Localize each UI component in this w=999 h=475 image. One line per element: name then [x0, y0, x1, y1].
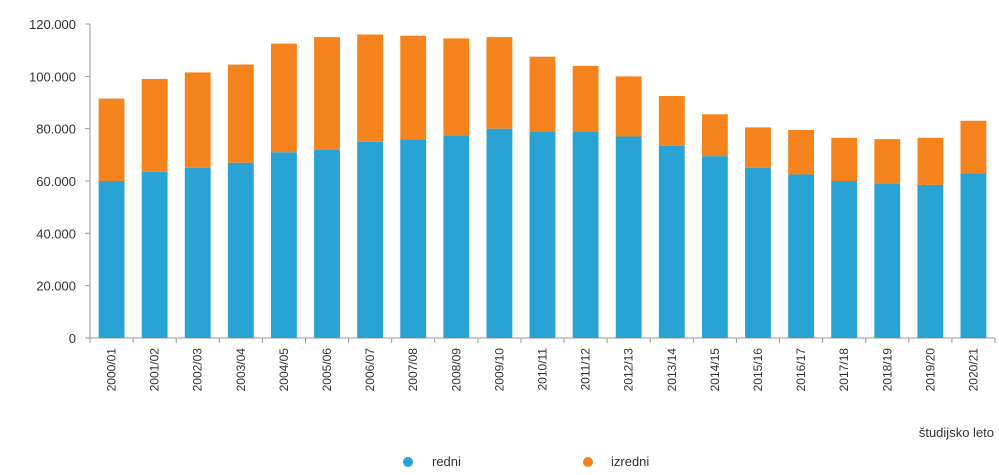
bar-redni-2016-17: [788, 174, 814, 338]
bar-redni-2010-11: [529, 131, 556, 338]
y-tick-label: 120.000: [29, 17, 76, 32]
bar-izredni-2019-20: [917, 137, 944, 185]
legend-marker-izredni: [583, 457, 593, 467]
y-tick-label: 40.000: [36, 226, 76, 241]
x-tick-label: 2016/17: [794, 348, 808, 392]
y-tick-label: 0: [69, 331, 76, 346]
y-tick-label: 100.000: [29, 69, 76, 84]
bar-redni-2015-16: [745, 167, 771, 338]
bar-izredni-2018-19: [874, 139, 901, 184]
bar-redni-2005-06: [314, 149, 340, 338]
x-tick-label: 2000/01: [105, 348, 119, 392]
x-tick-label: 2008/09: [449, 348, 463, 392]
x-tick-label: 2018/19: [880, 348, 894, 392]
x-tick-label: 2012/13: [622, 348, 636, 392]
bar-redni-2000-01: [98, 181, 125, 338]
x-tick-label: 2002/03: [191, 348, 205, 392]
x-tick-label: 2004/05: [277, 348, 291, 392]
legend-label-redni: redni: [432, 454, 461, 469]
x-tick-label: 2011/12: [579, 348, 593, 391]
bar-izredni-2009-10: [486, 37, 513, 129]
x-tick-label: 2005/06: [320, 348, 334, 392]
bar-izredni-2013-14: [658, 95, 685, 146]
legend-label-izredni: izredni: [611, 454, 649, 469]
bar-redni-2002-03: [184, 167, 211, 338]
bar-izredni-2010-11: [529, 56, 556, 132]
bar-redni-2014-15: [701, 156, 728, 338]
bar-redni-2019-20: [917, 184, 944, 338]
bar-redni-2013-14: [658, 145, 685, 338]
bar-redni-2004-05: [271, 152, 297, 338]
bar-izredni-2015-16: [745, 127, 771, 168]
x-tick-label: 2007/08: [406, 348, 420, 392]
x-tick-label: 2013/14: [665, 348, 679, 392]
x-tick-label: 2020/21: [966, 348, 980, 392]
x-tick-label: 2010/11: [536, 348, 550, 391]
bar-izredni-2005-06: [314, 37, 340, 150]
x-tick-label: 2019/20: [923, 348, 937, 392]
bar-izredni-2003-04: [227, 64, 254, 163]
x-axis: 2000/01 2001/02 2002/03 2003/04 2004/05 2005/…: [89, 337, 996, 392]
bar-izredni-2014-15: [701, 114, 728, 157]
bar-izredni-2004-05: [271, 43, 297, 153]
bar-izredni-2008-09: [443, 38, 470, 136]
x-tick-label: 2009/10: [492, 348, 506, 392]
y-axis: 0 20.000 40.000 60.000 80.000 100.000 120.000: [29, 17, 91, 346]
bar-izredni-2000-01: [98, 98, 125, 181]
bar-redni-2018-19: [874, 183, 901, 338]
x-axis-title: študijsko leto: [919, 425, 994, 440]
legend: redni izredni: [403, 454, 649, 469]
bar-redni-2003-04: [227, 162, 254, 338]
bars-group: [98, 34, 987, 338]
bar-izredni-2001-02: [141, 78, 168, 172]
x-tick-label: 2003/04: [234, 348, 248, 392]
bar-izredni-2006-07: [357, 34, 384, 142]
y-tick-label: 60.000: [36, 174, 76, 189]
x-tick-label: 2014/15: [708, 348, 722, 392]
bar-izredni-2007-08: [400, 35, 427, 140]
bar-izredni-2011-12: [572, 65, 599, 132]
bar-izredni-2002-03: [184, 72, 211, 168]
y-tick-label: 20.000: [36, 279, 76, 294]
bar-redni-2008-09: [443, 135, 470, 338]
x-tick-label: 2015/16: [751, 348, 765, 392]
bar-izredni-2020-21: [960, 120, 987, 174]
bar-redni-2011-12: [572, 131, 599, 338]
bar-redni-2007-08: [400, 139, 427, 338]
bar-redni-2001-02: [141, 171, 168, 338]
legend-marker-redni: [403, 457, 413, 467]
x-tick-label: 2017/18: [837, 348, 851, 392]
bar-redni-2006-07: [357, 141, 384, 338]
bar-redni-2009-10: [486, 128, 513, 338]
bar-redni-2020-21: [960, 173, 987, 338]
y-tick-label: 80.000: [36, 122, 76, 137]
x-tick-label: 2006/07: [363, 348, 377, 392]
x-tick-label: 2001/02: [148, 348, 162, 392]
bar-redni-2017-18: [831, 181, 858, 338]
bar-izredni-2017-18: [831, 137, 858, 181]
bar-redni-2012-13: [615, 136, 642, 338]
bar-izredni-2012-13: [615, 76, 642, 137]
bar-izredni-2016-17: [788, 129, 814, 175]
